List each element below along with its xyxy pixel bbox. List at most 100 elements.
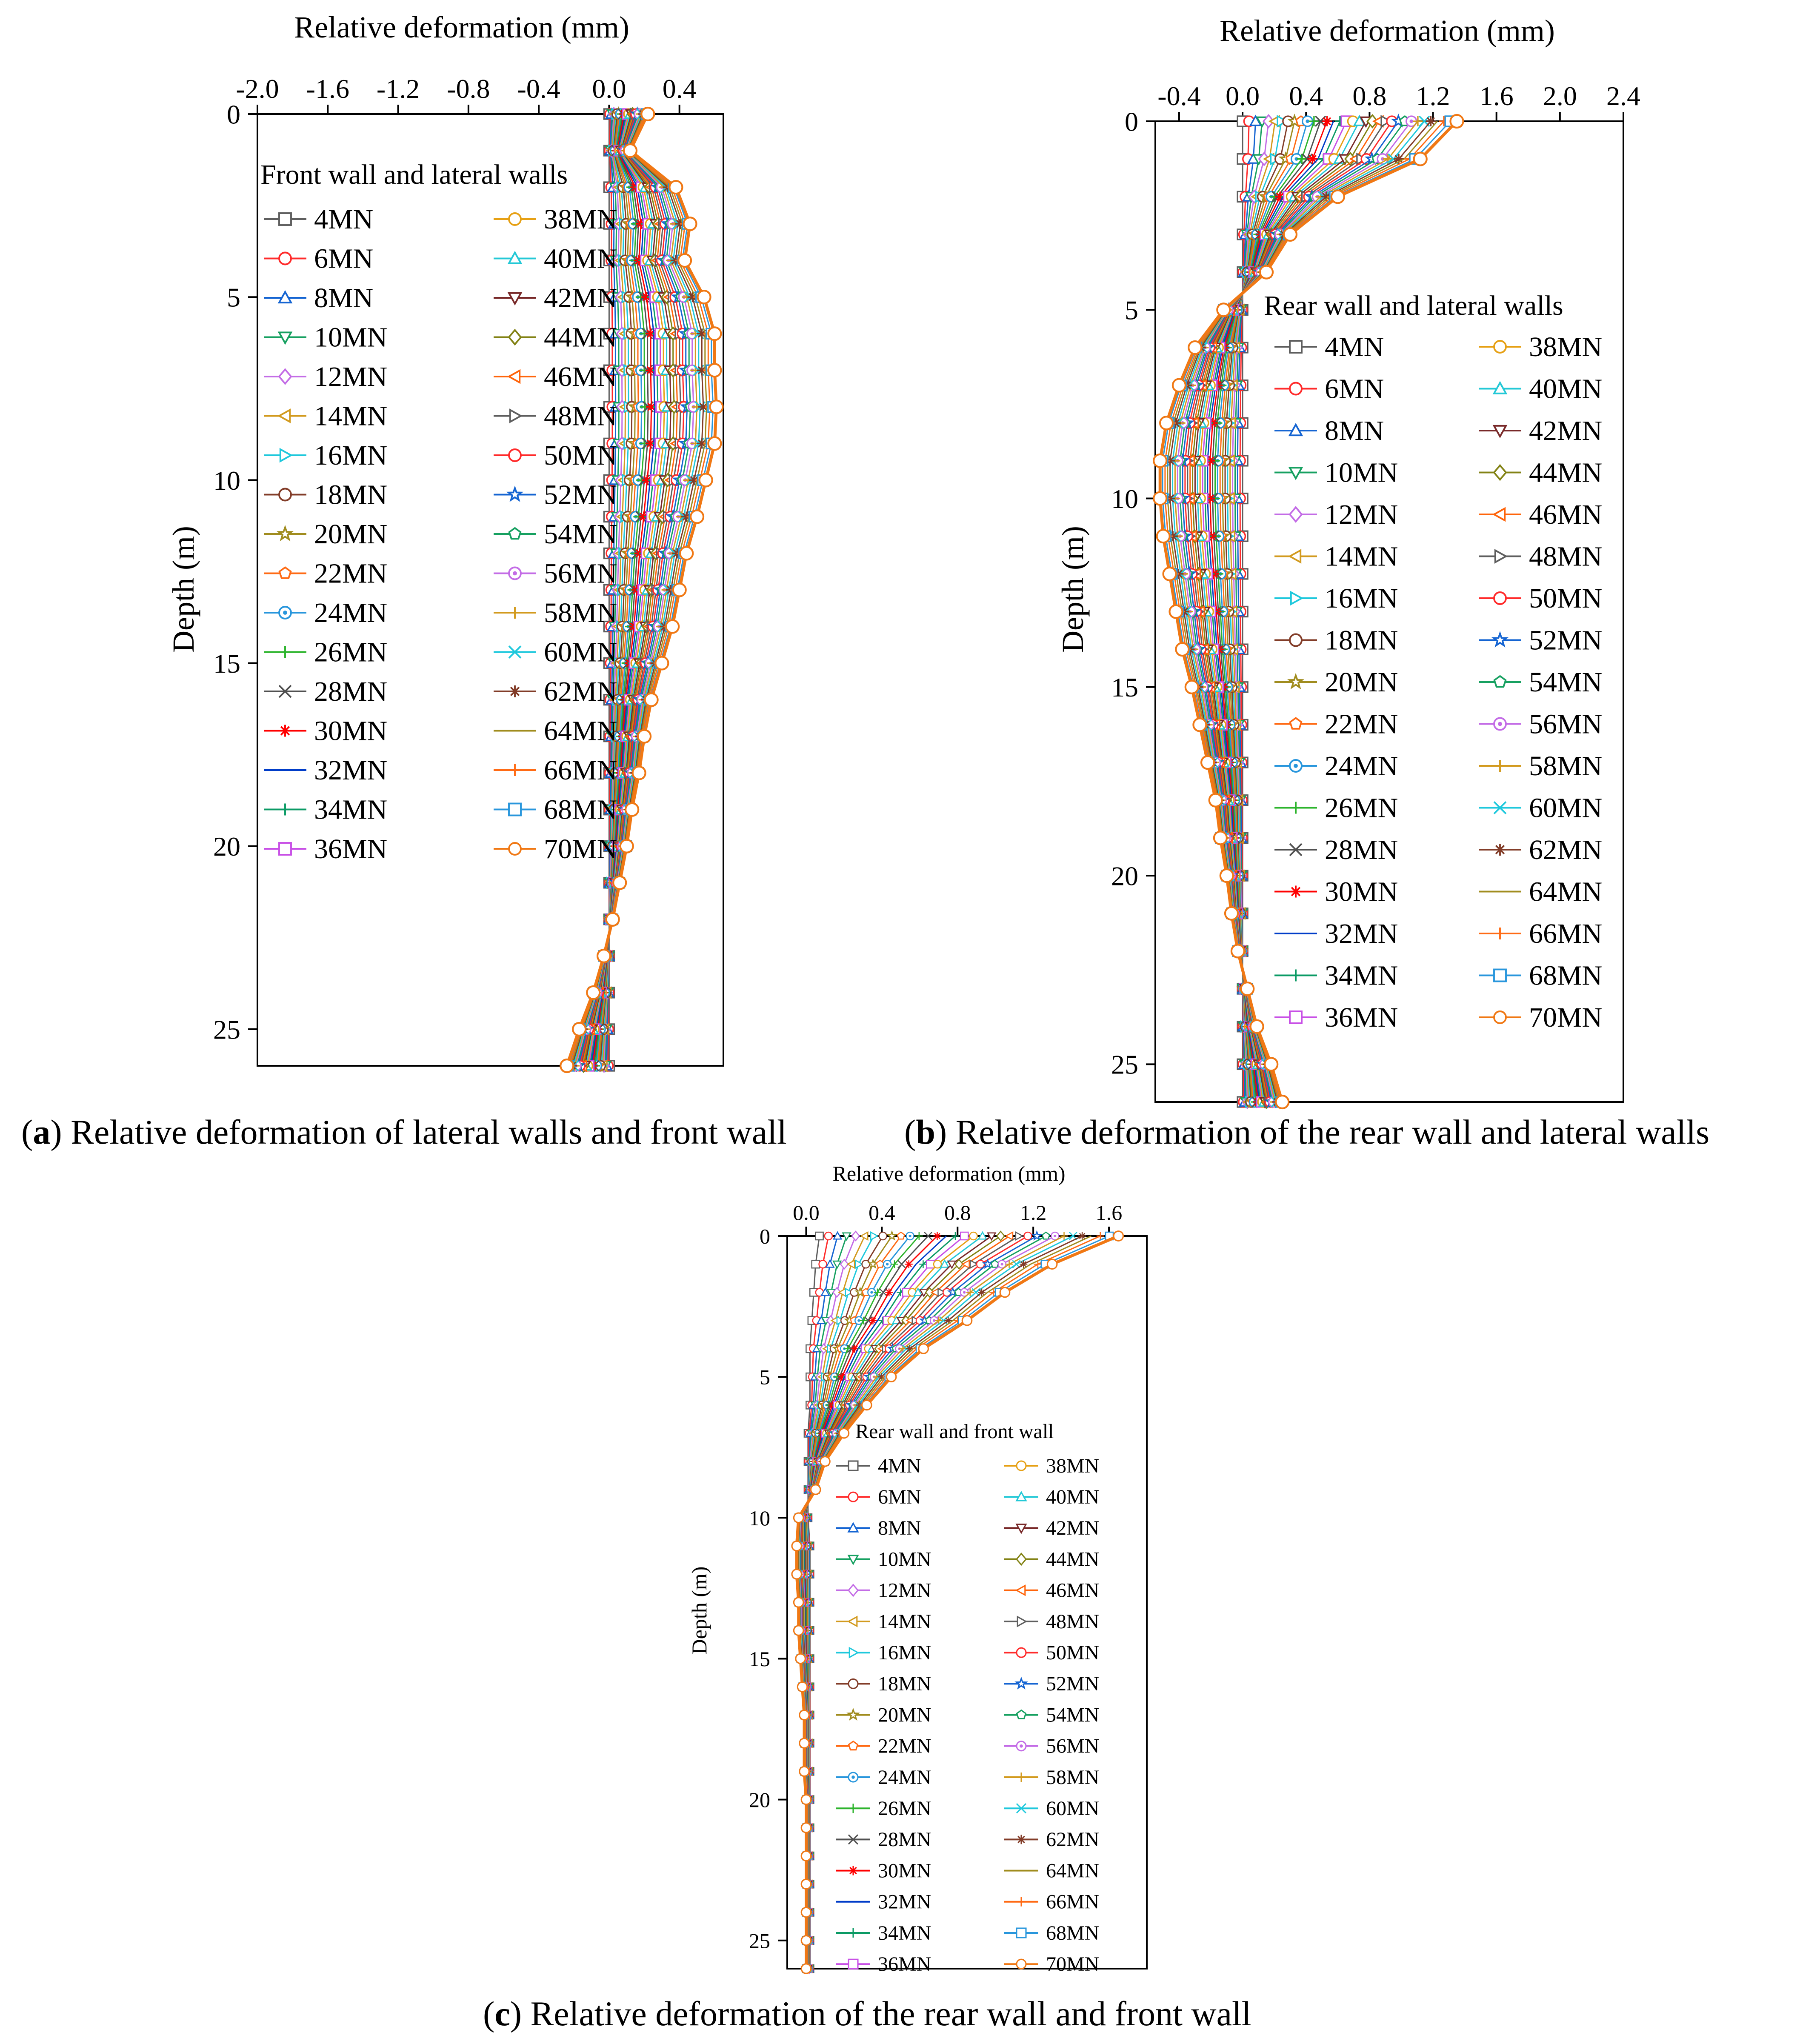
legend-label-10MN: 10MN: [1325, 457, 1398, 488]
series-point-70MN: [1264, 1057, 1279, 1072]
series-point-70MN: [623, 143, 638, 158]
y-tick-label-c: 5: [760, 1365, 770, 1389]
legend-label-50MN: 50MN: [1046, 1641, 1099, 1664]
x-tick-label-b: 1.2: [1416, 81, 1450, 111]
x-tick-label-c: 0.8: [944, 1201, 971, 1225]
legend-label-32MN: 32MN: [314, 755, 387, 786]
legend-label-20MN: 20MN: [1325, 667, 1398, 698]
series-point-70MN: [791, 1540, 803, 1552]
x-tick-label-a: 0.4: [663, 74, 697, 104]
x-tick-label-c: 1.6: [1096, 1201, 1123, 1225]
legend-label-26MN: 26MN: [314, 637, 387, 668]
legend-marker-20MN: [276, 525, 294, 542]
series-point-70MN: [1219, 868, 1234, 883]
legend-label-22MN: 22MN: [878, 1735, 931, 1758]
caption-b-letter: b: [916, 1113, 935, 1151]
legend-marker-52MN: [506, 485, 524, 502]
series-point-70MN: [1283, 227, 1298, 242]
series-point-70MN: [1192, 717, 1207, 732]
legend-label-48MN: 48MN: [544, 400, 617, 431]
y-tick-label-a: 0: [227, 99, 240, 129]
legend-label-46MN: 46MN: [1046, 1579, 1099, 1602]
legend-label-48MN: 48MN: [1529, 541, 1602, 572]
series-point-30MN: [1322, 116, 1332, 126]
legend-marker-4MN: [278, 212, 292, 226]
y-tick-label-b: 10: [1111, 484, 1138, 514]
x-axis-title-a: Relative deformation (mm): [294, 10, 629, 44]
series-point-36MN: [926, 1259, 935, 1269]
legend-marker-22MN: [278, 566, 292, 579]
series-point-62MN: [697, 328, 707, 339]
series-point-70MN: [1046, 1259, 1058, 1270]
legend-marker-24MN: [848, 1772, 859, 1783]
legend-label-50MN: 50MN: [1529, 583, 1602, 614]
series-point-6MN: [818, 1259, 827, 1269]
y-tick-label-b: 25: [1111, 1050, 1138, 1080]
legend-label-40MN: 40MN: [1046, 1486, 1099, 1508]
legend-marker-50MN: [1493, 591, 1507, 605]
legend-label-42MN: 42MN: [1046, 1517, 1099, 1539]
caption-c-letter: c: [494, 1994, 510, 2033]
series-point-30MN: [638, 511, 649, 522]
legend-marker-48MN: [509, 408, 523, 423]
series-point-70MN: [572, 1022, 587, 1037]
series-point-70MN: [797, 1681, 808, 1693]
series-point-70MN: [683, 217, 697, 231]
legend-label-18MN: 18MN: [314, 479, 387, 510]
y-tick-label-c: 0: [760, 1225, 770, 1248]
caption-b-text: Relative deformation of the rear wall an…: [956, 1113, 1709, 1151]
legend-label-42MN: 42MN: [544, 283, 617, 314]
legend-label-56MN: 56MN: [544, 558, 617, 589]
series-point-70MN: [612, 875, 627, 890]
legend-label-34MN: 34MN: [1325, 960, 1398, 991]
legend-marker-26MN: [279, 646, 291, 658]
legend-marker-8MN: [277, 290, 293, 304]
series-point-30MN: [905, 1260, 913, 1268]
legend-label-40MN: 40MN: [544, 243, 617, 274]
series-point-70MN: [1224, 906, 1239, 921]
legend-label-8MN: 8MN: [314, 283, 373, 314]
legend-label-8MN: 8MN: [878, 1517, 921, 1539]
legend-label-44MN: 44MN: [1529, 457, 1602, 488]
legend-marker-62MN: [509, 685, 521, 697]
series-point-70MN: [1153, 491, 1168, 506]
series-point-70MN: [800, 1963, 812, 1974]
legend-marker-36MN: [848, 1958, 859, 1969]
legend-marker-46MN: [507, 369, 521, 384]
y-tick-label-c: 25: [749, 1929, 770, 1952]
series-point-70MN: [709, 400, 724, 414]
legend-label-12MN: 12MN: [878, 1579, 931, 1602]
series-point-70MN: [1188, 340, 1203, 355]
series-point-62MN: [687, 292, 698, 303]
series-point-30MN: [641, 292, 652, 303]
series-point-70MN: [586, 985, 601, 1000]
legend-marker-70MN: [1016, 1958, 1027, 1969]
series-point-70MN: [1159, 416, 1174, 431]
legend-marker-30MN: [1290, 885, 1302, 898]
x-axis-title-b: Relative deformation (mm): [1220, 14, 1555, 48]
legend-label-38MN: 38MN: [544, 204, 617, 235]
legend-label-70MN: 70MN: [544, 833, 617, 865]
series-point-18MN: [878, 1231, 887, 1241]
legend-label-24MN: 24MN: [314, 597, 387, 628]
series-point-70MN: [644, 692, 659, 707]
legend-label-12MN: 12MN: [314, 361, 387, 392]
legend-label-36MN: 36MN: [314, 833, 387, 865]
legend-title-a: Front wall and lateral walls: [260, 159, 568, 190]
legend-label-34MN: 34MN: [314, 794, 387, 825]
series-point-70MN: [961, 1315, 973, 1326]
series-point-70MN: [697, 290, 711, 305]
y-tick-label-c: 10: [749, 1506, 770, 1530]
legend-marker-38MN: [508, 212, 522, 226]
series-point-70MN: [560, 1058, 574, 1073]
legend-marker-60MN: [508, 645, 522, 659]
series-point-70MN: [1208, 793, 1223, 808]
legend-label-18MN: 18MN: [878, 1673, 931, 1695]
legend-label-16MN: 16MN: [314, 440, 387, 471]
series-group-a: [560, 106, 724, 1073]
y-tick-label-a: 5: [227, 283, 240, 313]
y-axis-title-c: Depth (m): [687, 1567, 711, 1655]
legend-title-c: Rear wall and front wall: [855, 1420, 1054, 1443]
caption-a-text: Relative deformation of lateral walls an…: [71, 1113, 787, 1151]
legend-label-52MN: 52MN: [544, 479, 617, 510]
